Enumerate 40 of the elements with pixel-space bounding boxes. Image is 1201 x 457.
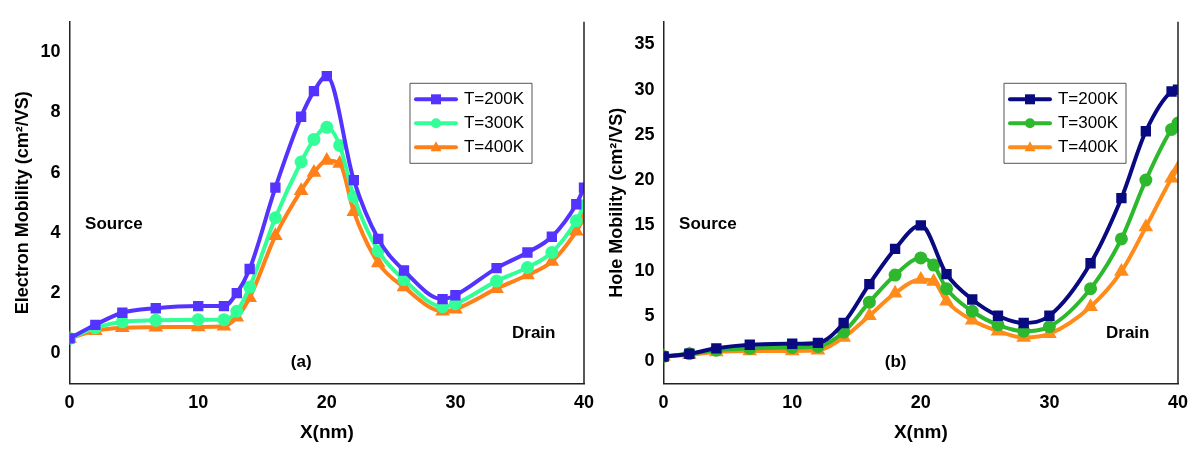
y-tick-label: 8 [50, 101, 61, 122]
y-tick-label: 30 [634, 78, 655, 99]
legend-label: T=400K [463, 136, 525, 156]
annotation: (a) [290, 351, 312, 371]
annotation: (b) [884, 351, 907, 371]
annotation: Drain [1105, 322, 1150, 342]
x-tick-label: 40 [573, 392, 595, 413]
legend-label: T=300K [1057, 112, 1119, 132]
x-axis-title: X(nm) [299, 420, 354, 442]
annotation: Source [85, 214, 143, 234]
x-tick-label: 10 [782, 392, 803, 413]
x-tick-label: 0 [64, 392, 75, 413]
x-tick-label: 10 [188, 392, 209, 413]
annotation: Source [679, 214, 737, 234]
y-axis-title: Electron Mobility (cm²/VS) [11, 91, 32, 315]
x-tick-label: 20 [316, 392, 337, 413]
y-tick-label: 0 [50, 342, 61, 363]
legend-label: T=400K [1057, 136, 1119, 156]
legend-label: T=200K [463, 88, 525, 108]
annotation: Drain [511, 322, 556, 342]
x-tick-label: 40 [1167, 392, 1189, 413]
y-tick-label: 25 [634, 123, 655, 144]
y-tick-label: 2 [50, 282, 61, 303]
x-tick-label: 30 [1039, 392, 1060, 413]
y-tick-label: 10 [634, 259, 655, 280]
x-tick-label: 0 [658, 392, 669, 413]
y-tick-label: 15 [634, 214, 655, 235]
legend-label: T=200K [1057, 88, 1119, 108]
y-tick-label: 6 [50, 161, 61, 182]
x-tick-label: 20 [910, 392, 931, 413]
x-axis-title: X(nm) [893, 420, 948, 442]
legend-label: T=300K [463, 112, 525, 132]
y-tick-label: 0 [644, 349, 655, 370]
y-tick-label: 5 [644, 304, 655, 325]
y-tick-label: 20 [634, 169, 655, 190]
y-tick-label: 4 [50, 221, 61, 242]
x-tick-label: 30 [445, 392, 466, 413]
y-tick-label: 10 [40, 40, 61, 61]
y-tick-label: 35 [634, 33, 655, 54]
y-axis-title: Hole Mobility (cm²/VS) [605, 107, 626, 298]
